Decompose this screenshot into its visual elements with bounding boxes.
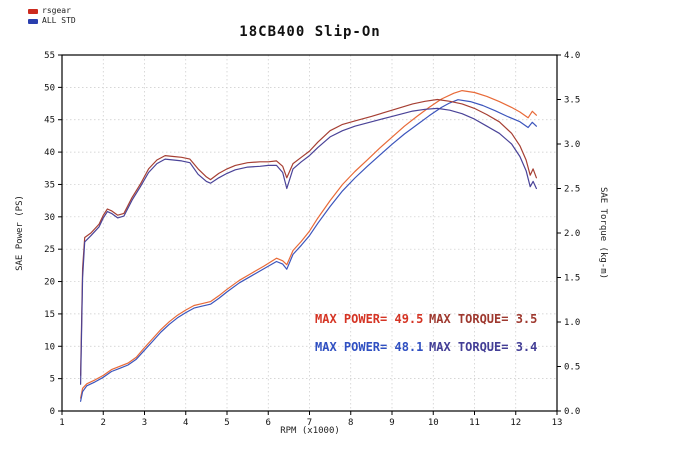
svg-text:1.5: 1.5 [564,274,580,284]
max-power-std-annotation: MAX POWER= 48.1 [315,340,424,354]
svg-text:55: 55 [44,51,55,61]
svg-text:11: 11 [469,418,480,428]
legend-item-rsgear: rsgear [28,6,76,16]
svg-text:13: 13 [552,418,563,428]
svg-text:50: 50 [44,83,55,93]
svg-text:10: 10 [44,342,55,352]
svg-text:3: 3 [142,418,147,428]
legend-item-all-std: ALL STD [28,16,76,26]
svg-text:2.5: 2.5 [564,185,580,195]
svg-text:15: 15 [44,310,55,320]
svg-text:0.5: 0.5 [564,363,580,373]
svg-text:35: 35 [44,180,55,190]
svg-text:30: 30 [44,213,55,223]
svg-text:7: 7 [307,418,312,428]
chart-legend: rsgear ALL STD [28,6,76,26]
svg-text:4: 4 [183,418,188,428]
svg-text:8: 8 [348,418,353,428]
svg-text:0.0: 0.0 [564,407,580,417]
max-power-rsgear-annotation: MAX POWER= 49.5 [315,312,424,326]
svg-text:5: 5 [224,418,229,428]
legend-label: rsgear [42,6,71,15]
svg-text:4.0: 4.0 [564,51,580,61]
svg-text:25: 25 [44,245,55,255]
x-axis-label: RPM (x1000) [280,426,340,436]
svg-text:9: 9 [389,418,394,428]
legend-label: ALL STD [42,16,76,25]
svg-text:6: 6 [266,418,271,428]
chart-title: 18CB400 Slip-On [239,24,381,40]
y-axis-label-left: SAE Power (PS) [15,195,25,271]
svg-text:1.0: 1.0 [564,318,580,328]
svg-text:40: 40 [44,148,55,158]
all-std-line-swatch-icon [28,18,38,24]
max-torque-std-annotation: MAX TORQUE= 3.4 [429,340,538,354]
svg-text:5: 5 [50,375,55,385]
svg-text:3.5: 3.5 [564,96,580,106]
svg-text:12: 12 [510,418,521,428]
svg-text:20: 20 [44,278,55,288]
svg-text:3.0: 3.0 [564,140,580,150]
y-axis-label-right: SAE Torque (kg-m) [598,186,608,280]
max-torque-rsgear-annotation: MAX TORQUE= 3.5 [429,312,538,326]
svg-text:1: 1 [59,418,64,428]
svg-text:10: 10 [428,418,439,428]
svg-text:45: 45 [44,116,55,126]
svg-text:2.0: 2.0 [564,229,580,239]
svg-text:2: 2 [101,418,106,428]
rsgear-line-swatch-icon [28,8,38,14]
svg-text:0: 0 [50,407,55,417]
